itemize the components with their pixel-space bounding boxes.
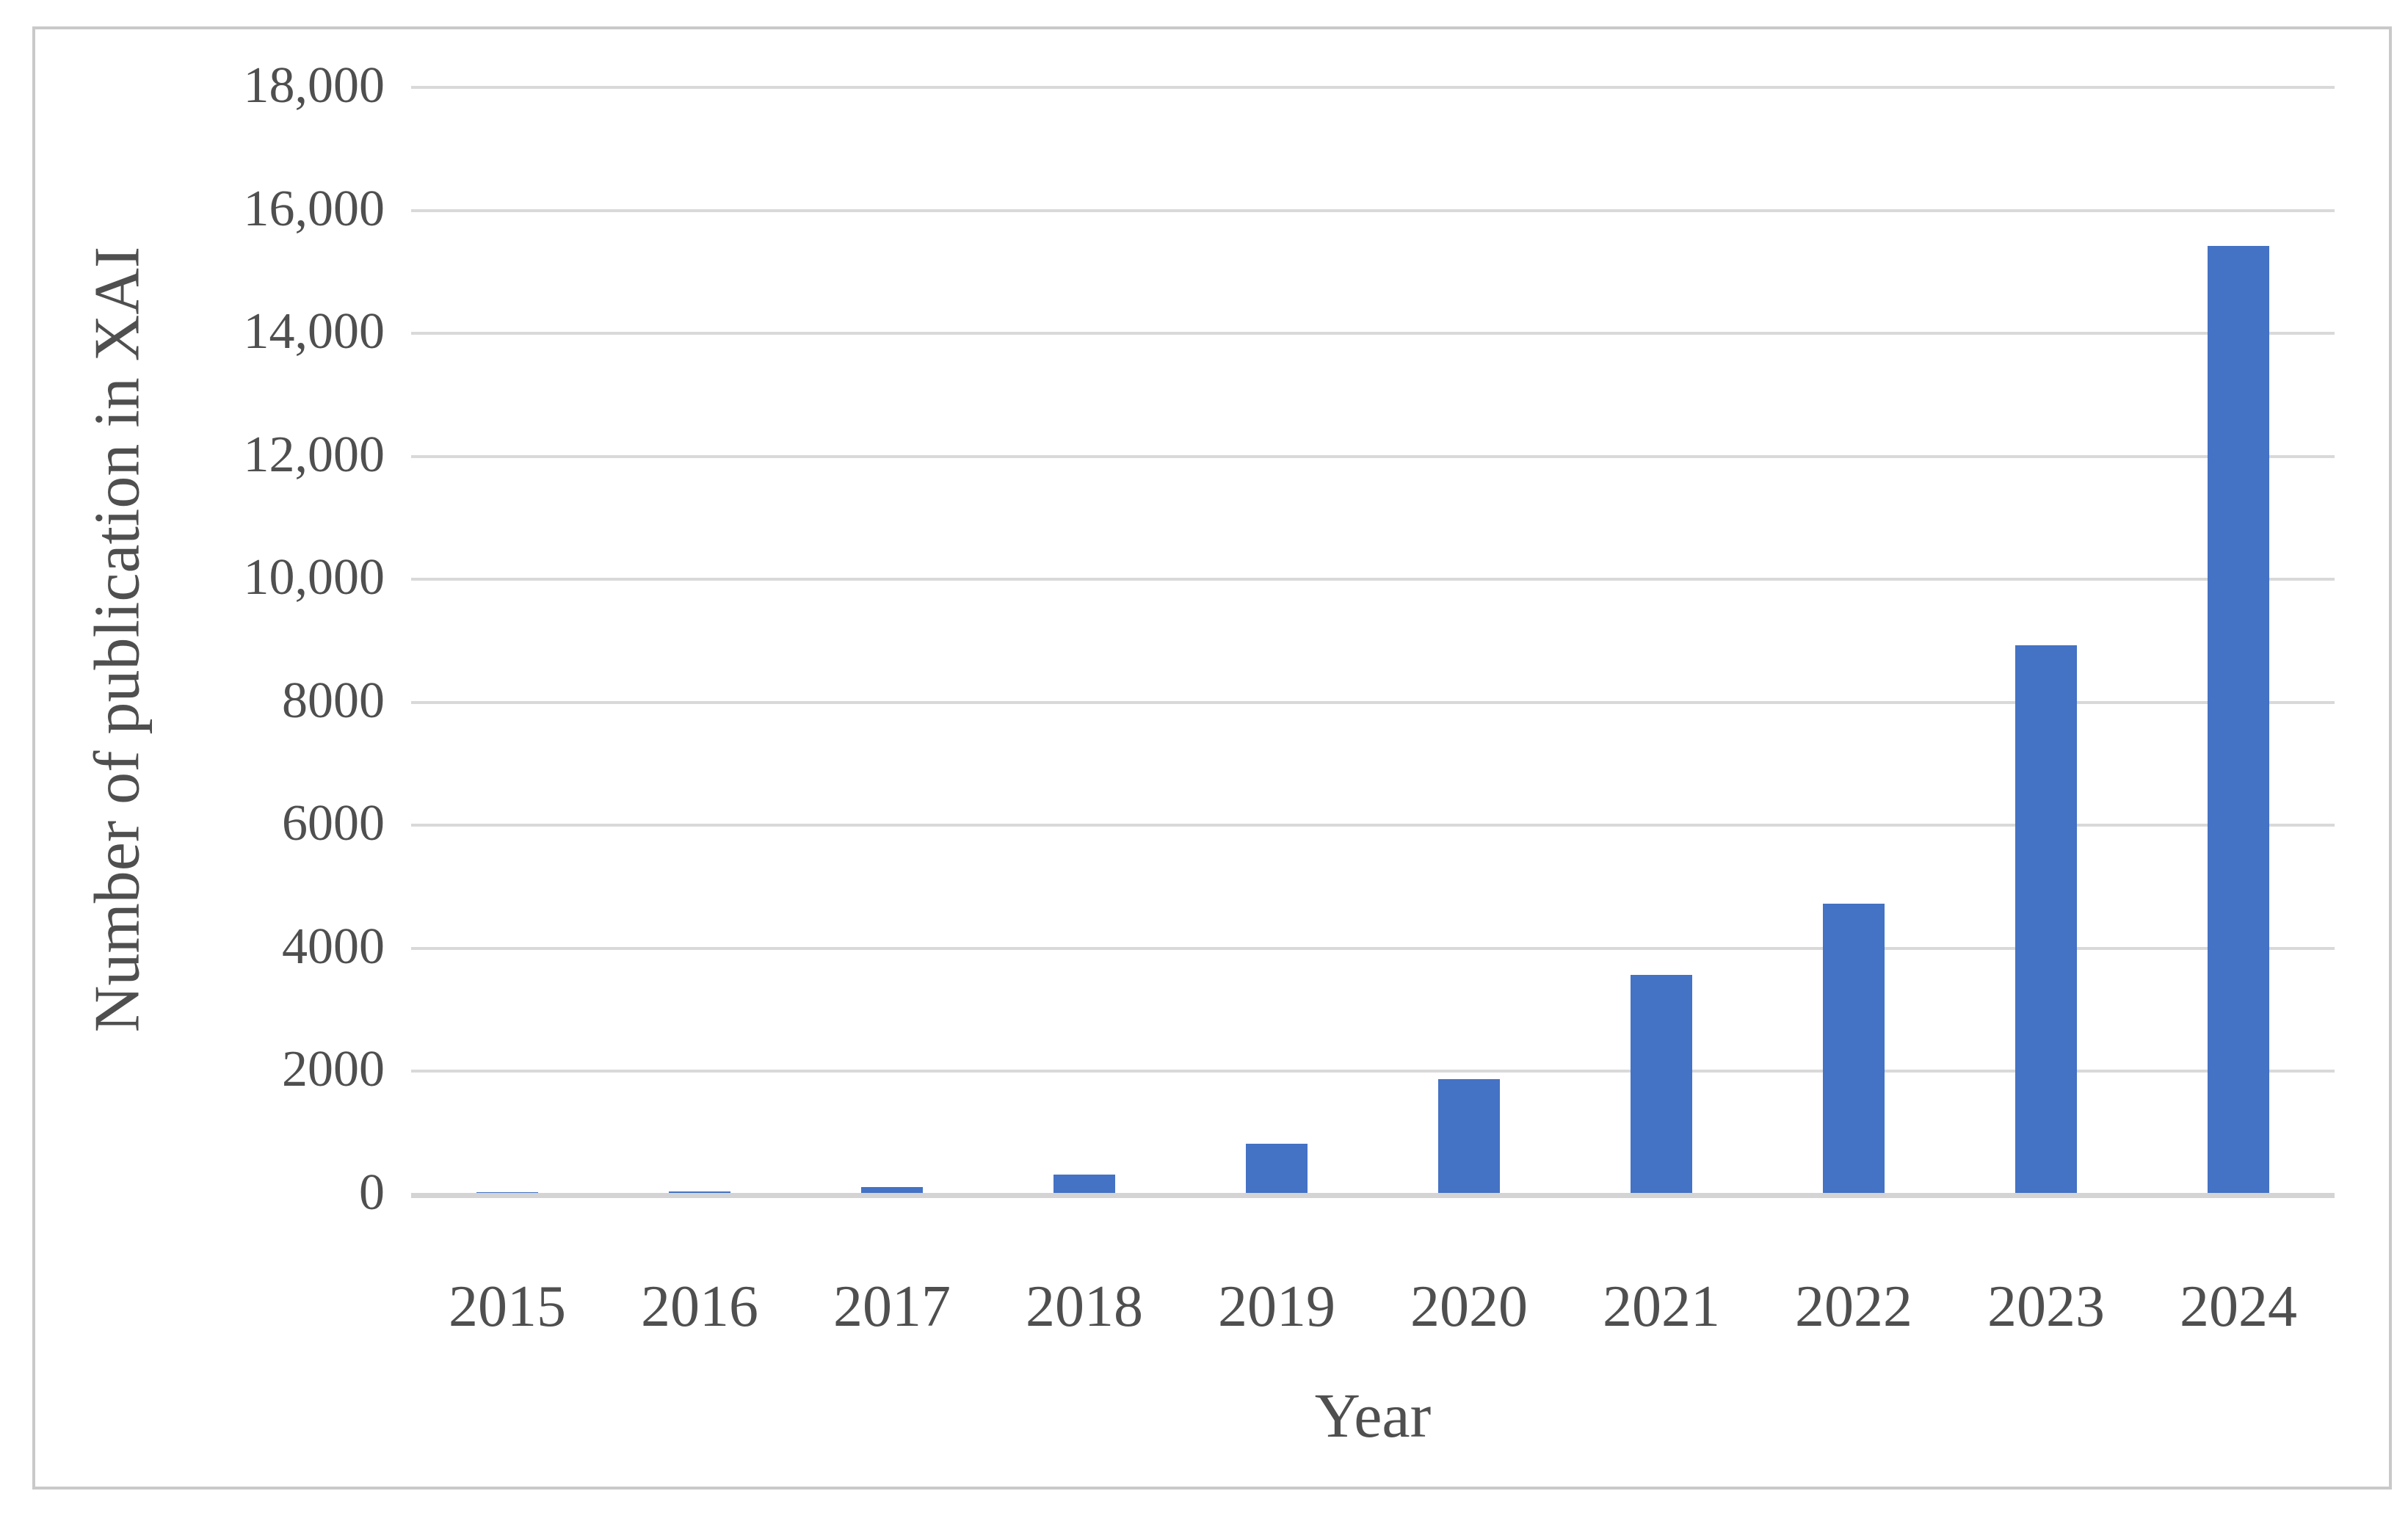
y-axis-tick-label-2000: 2000 bbox=[282, 1041, 385, 1098]
x-axis-label-2017: 2017 bbox=[833, 1274, 951, 1339]
x-axis-label-2018: 2018 bbox=[1026, 1274, 1143, 1339]
bar-2024 bbox=[2208, 245, 2269, 1193]
gridline-2000 bbox=[411, 1070, 2335, 1073]
bar-2022 bbox=[1823, 904, 1885, 1193]
x-axis-label-2015: 2015 bbox=[449, 1274, 566, 1339]
bar-2018 bbox=[1054, 1174, 1115, 1193]
gridline-10000 bbox=[411, 578, 2335, 581]
gridline-12000 bbox=[411, 454, 2335, 458]
y-axis-tick-label-6000: 6000 bbox=[282, 795, 385, 852]
bar-2020 bbox=[1438, 1079, 1500, 1193]
y-axis-tick-label-8000: 8000 bbox=[282, 672, 385, 729]
gridline-6000 bbox=[411, 824, 2335, 827]
y-axis-tick-label-16000: 16,000 bbox=[243, 180, 385, 237]
x-axis-label-2022: 2022 bbox=[1795, 1274, 1912, 1339]
gridline-14000 bbox=[411, 332, 2335, 335]
y-axis-tick-label-4000: 4000 bbox=[282, 918, 385, 975]
x-axis-label-2020: 2020 bbox=[1410, 1274, 1528, 1339]
chart-border bbox=[32, 26, 2392, 1490]
gridline-16000 bbox=[411, 208, 2335, 212]
gridline-8000 bbox=[411, 700, 2335, 704]
bar-2016 bbox=[669, 1191, 730, 1193]
x-axis-line bbox=[411, 1193, 2335, 1198]
gridline-4000 bbox=[411, 946, 2335, 950]
x-axis-label-2021: 2021 bbox=[1603, 1274, 1720, 1339]
x-axis-title: Year bbox=[1314, 1380, 1432, 1451]
bar-2021 bbox=[1631, 974, 1692, 1193]
y-axis-tick-label-18000: 18,000 bbox=[243, 57, 385, 114]
y-axis-tick-label-14000: 14,000 bbox=[243, 303, 385, 360]
gridline-18000 bbox=[411, 86, 2335, 89]
x-axis-label-2023: 2023 bbox=[1987, 1274, 2105, 1339]
x-axis-label-2016: 2016 bbox=[641, 1274, 758, 1339]
bar-2017 bbox=[861, 1186, 923, 1193]
bar-2015 bbox=[476, 1192, 538, 1193]
x-axis-label-2024: 2024 bbox=[2180, 1274, 2297, 1339]
x-axis-label-2019: 2019 bbox=[1218, 1274, 1335, 1339]
y-axis-tick-label-0: 0 bbox=[359, 1164, 385, 1221]
y-axis-tick-label-12000: 12,000 bbox=[243, 426, 385, 483]
y-axis-tick-label-10000: 10,000 bbox=[243, 549, 385, 606]
bar-2019 bbox=[1246, 1143, 1308, 1193]
bar-2023 bbox=[2015, 645, 2077, 1193]
